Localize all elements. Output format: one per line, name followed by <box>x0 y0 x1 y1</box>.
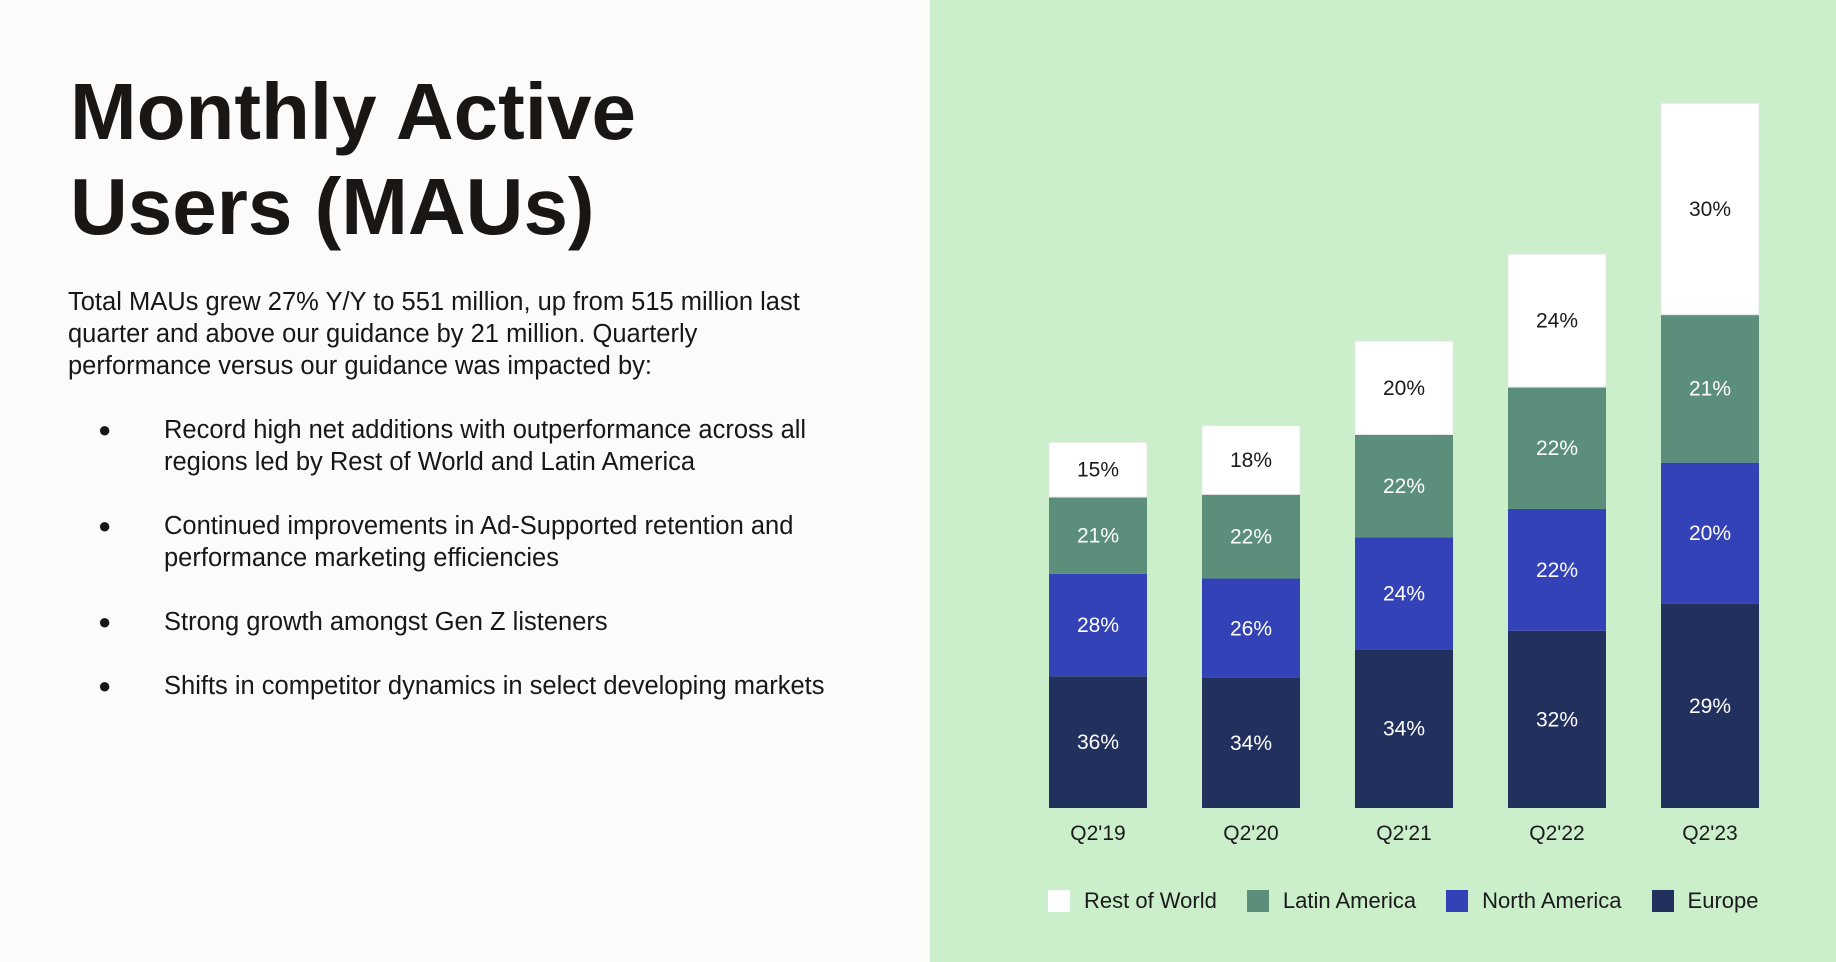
bar-segment-latin-america <box>1661 314 1759 463</box>
bar-segment-north-america <box>1049 573 1147 677</box>
bullet-text: Strong growth amongst Gen Z listeners <box>164 608 608 636</box>
x-tick-label: Q2'20 <box>1223 822 1278 845</box>
x-tick-label: Q2'19 <box>1070 822 1125 845</box>
x-tick-label: Q2'21 <box>1376 822 1431 845</box>
data-label: 21% <box>1689 378 1731 401</box>
legend-swatch <box>1246 890 1269 912</box>
bullet-dot-icon: ● <box>98 513 112 538</box>
bullet-item: ● Strong growth amongst Gen Z listeners <box>68 606 828 638</box>
bar-segment-europe <box>1508 630 1606 808</box>
data-label: 34% <box>1383 718 1425 741</box>
legend-label: North America <box>1482 888 1622 913</box>
legend-item-latin-america: Latin America <box>1246 888 1417 914</box>
data-label: 26% <box>1230 617 1272 640</box>
data-label: 28% <box>1077 614 1119 637</box>
bullet-text: Continued improvements in Ad-Supported r… <box>164 512 794 572</box>
data-label: 21% <box>1077 524 1119 547</box>
legend-item-rest-of-world: Rest of World <box>1048 888 1217 914</box>
legend-item-europe: Europe <box>1651 888 1759 914</box>
bar-segment-north-america <box>1508 508 1606 631</box>
bar-segment-north-america <box>1202 578 1300 678</box>
legend-swatch <box>1651 890 1674 912</box>
bullet-item: ● Shifts in competitor dynamics in select… <box>68 670 828 702</box>
bullet-dot-icon: ● <box>98 417 112 442</box>
bullet-item: ● Record high net additions with outperfo… <box>68 414 828 478</box>
bar-segment-north-america <box>1661 462 1759 604</box>
data-label: 15% <box>1077 459 1119 482</box>
data-label: 29% <box>1689 695 1731 718</box>
bullet-dot-icon: ● <box>98 609 112 634</box>
data-label: 22% <box>1230 525 1272 548</box>
legend-swatch <box>1048 890 1070 912</box>
bar-segment-rest-of-world <box>1660 102 1760 316</box>
stacked-bar-chart: 36% 28% 21% 15% Q2'19 34% 26% 22% 18% Q2'20 34% 24%… <box>1048 102 1760 845</box>
intro-paragraph: Total MAUs grew 27% Y/Y to 551 million, … <box>68 288 800 380</box>
legend-label: Rest of World <box>1084 888 1217 913</box>
bullet-text: Shifts in competitor dynamics in select … <box>164 672 825 700</box>
bar-segment-latin-america <box>1049 497 1147 574</box>
x-tick-label: Q2'22 <box>1529 822 1584 845</box>
data-label: 24% <box>1536 310 1578 333</box>
data-label: 22% <box>1536 559 1578 582</box>
data-label: 20% <box>1689 522 1731 545</box>
bar-segment-latin-america <box>1508 387 1606 509</box>
data-label: 18% <box>1230 449 1272 472</box>
legend-item-north-america: North America <box>1446 888 1622 914</box>
chart-legend: Rest of World Latin America North America E… <box>1048 888 1789 914</box>
data-label: 32% <box>1536 708 1578 731</box>
data-label: 22% <box>1383 475 1425 498</box>
data-label: 20% <box>1383 377 1425 400</box>
chart-panel: 36% 28% 21% 15% Q2'19 34% 26% 22% 18% Q2'20 34% 24%… <box>930 0 1836 962</box>
x-tick-label: Q2'23 <box>1682 822 1737 845</box>
left-panel: Monthly Active Users (MAUs) Total MAUs g… <box>68 67 828 734</box>
bar-segment-europe <box>1661 603 1759 808</box>
bar-segment-rest-of-world <box>1507 253 1607 388</box>
bar-segment-latin-america <box>1355 434 1453 538</box>
bar-segment-rest-of-world <box>1048 441 1148 498</box>
data-label: 36% <box>1077 731 1119 754</box>
legend-label: Latin America <box>1282 888 1417 913</box>
bar-segment-europe <box>1202 677 1300 808</box>
bar-segment-rest-of-world <box>1354 340 1454 436</box>
bar-segment-europe <box>1355 649 1453 808</box>
data-label: 22% <box>1536 437 1578 460</box>
legend-swatch <box>1446 890 1469 912</box>
bar-segment-north-america <box>1355 537 1453 650</box>
bullet-item: ● Continued improvements in Ad-Supported … <box>68 510 828 574</box>
bullet-list: ● Record high net additions with outperfo… <box>68 414 828 734</box>
bullet-dot-icon: ● <box>98 673 112 698</box>
data-label: 24% <box>1383 582 1425 605</box>
bar-segment-europe <box>1049 676 1147 808</box>
bullet-text: Record high net additions with outperfor… <box>164 416 807 476</box>
page-title: Monthly Active Users (MAUs) <box>70 67 636 251</box>
bar-segment-latin-america <box>1202 494 1300 579</box>
bar-segment-rest-of-world <box>1201 425 1301 495</box>
legend-label: Europe <box>1687 888 1759 913</box>
data-label: 34% <box>1230 732 1272 755</box>
data-label: 30% <box>1689 198 1731 221</box>
